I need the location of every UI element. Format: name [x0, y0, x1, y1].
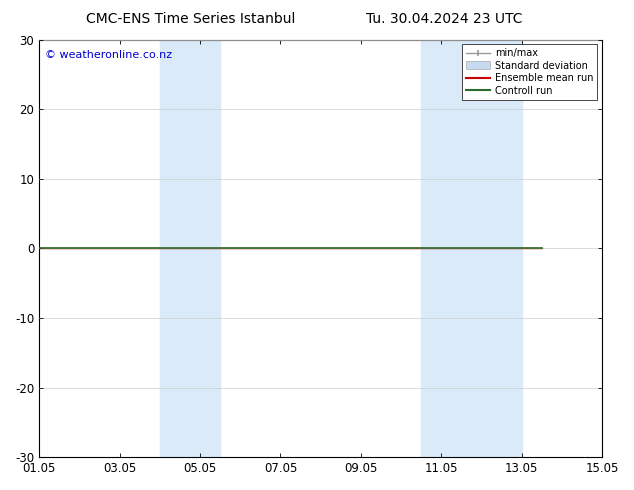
Text: © weatheronline.co.nz: © weatheronline.co.nz: [45, 50, 172, 60]
Bar: [421, 40, 522, 457]
Title: CMC-ENS Time Series Istanbul      Tu. 30.04.2024 23 UTC: CMC-ENS Time Series Istanbul Tu. 30.04.2…: [0, 489, 1, 490]
Legend: min/max, Standard deviation, Ensemble mean run, Controll run: min/max, Standard deviation, Ensemble me…: [462, 45, 597, 99]
Text: CMC-ENS Time Series Istanbul: CMC-ENS Time Series Istanbul: [86, 12, 295, 26]
Text: Tu. 30.04.2024 23 UTC: Tu. 30.04.2024 23 UTC: [366, 12, 522, 26]
Bar: [160, 40, 220, 457]
